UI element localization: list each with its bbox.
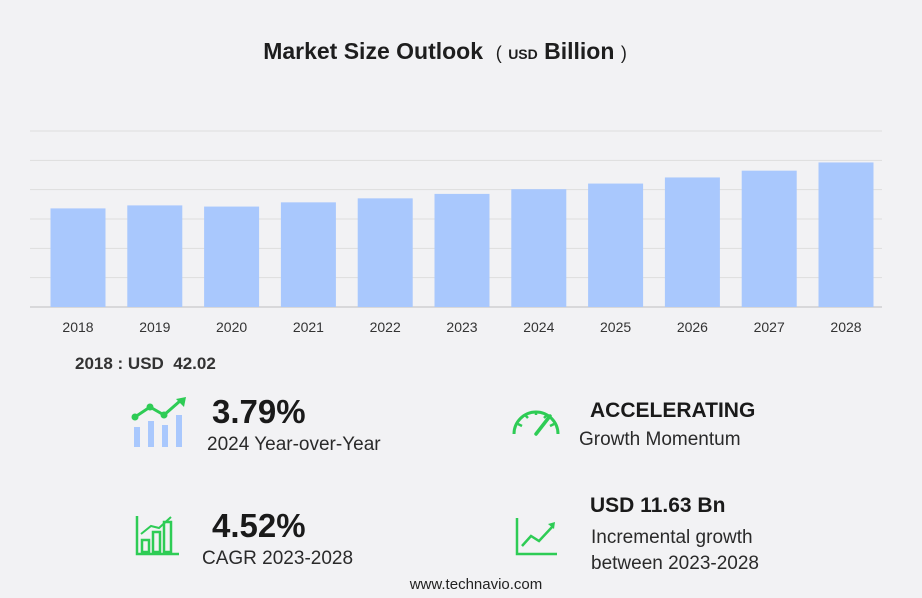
bar-2018: [50, 208, 106, 307]
unit-open: (: [495, 43, 502, 63]
kpi-incremental-label-wrap: Incremental growth between 2023-2028: [591, 527, 759, 575]
bar-2022: [357, 198, 413, 307]
momentum-label: Growth Momentum: [579, 429, 741, 450]
trend-bars-icon: [131, 397, 186, 447]
bar-2027: [741, 170, 797, 307]
incremental-label-1: Incremental growth: [591, 527, 753, 548]
x-tick-label: 2022: [370, 319, 401, 335]
momentum-value: ACCELERATING: [590, 399, 756, 422]
chart-title: Market Size Outlook ( USD Billion ): [0, 38, 890, 65]
bar-2019: [127, 205, 183, 307]
x-tick-label: 2026: [677, 319, 708, 335]
footer-site: www.technavio.com: [409, 576, 543, 593]
bar-2028: [818, 162, 874, 307]
x-tick-label: 2019: [139, 319, 170, 335]
unit-scale: Billion: [544, 38, 615, 64]
yoy-label: 2024 Year-over-Year: [207, 434, 381, 455]
bar-2024: [511, 189, 567, 307]
incremental-label-2: between 2023-2028: [591, 553, 759, 574]
kpi-incremental: USD 11.63 Bn: [590, 494, 725, 518]
cagr-value: 4.52%: [212, 507, 306, 544]
bar-2025: [588, 183, 644, 307]
bar-chart: 2018 2019 2020 2021 2022 2023 2024 2025 2026 2027…: [30, 130, 882, 335]
bar-2021: [280, 202, 336, 307]
x-tick-label: 2025: [600, 319, 631, 335]
x-tick-label: 2023: [446, 319, 477, 335]
kpi-momentum: ACCELERATING: [590, 399, 755, 423]
x-tick-label: 2028: [830, 319, 861, 335]
bar-2026: [664, 177, 720, 307]
bar-2020: [204, 206, 260, 307]
cagr-label: CAGR 2023-2028: [202, 548, 354, 569]
x-tick-label: 2021: [293, 319, 324, 335]
bar-chart-icon: [135, 516, 179, 556]
kpi-cagr-label-wrap: CAGR 2023-2028: [202, 548, 353, 570]
bar-2023: [434, 193, 490, 307]
x-tick-label: 2018: [62, 319, 93, 335]
kpi-yoy: 3.79%: [212, 393, 306, 431]
title-text: Market Size Outlook: [263, 38, 484, 64]
unit-currency: USD: [508, 46, 538, 62]
incremental-value: USD 11.63 Bn: [590, 494, 726, 517]
kpi-momentum-label-wrap: Growth Momentum: [579, 429, 741, 451]
x-tick-label: 2020: [216, 319, 247, 335]
yoy-value: 3.79%: [212, 393, 306, 430]
unit-close: ): [620, 43, 627, 63]
line-growth-icon: [515, 518, 557, 556]
kpi-cagr: 4.52%: [212, 507, 306, 545]
baseline-value: 2018 : USD 42.02: [75, 354, 216, 373]
x-tick-label: 2024: [523, 319, 554, 335]
speedometer-icon: [512, 410, 560, 436]
kpi-yoy-label-wrap: 2024 Year-over-Year: [207, 434, 381, 456]
x-tick-label: 2027: [754, 319, 785, 335]
